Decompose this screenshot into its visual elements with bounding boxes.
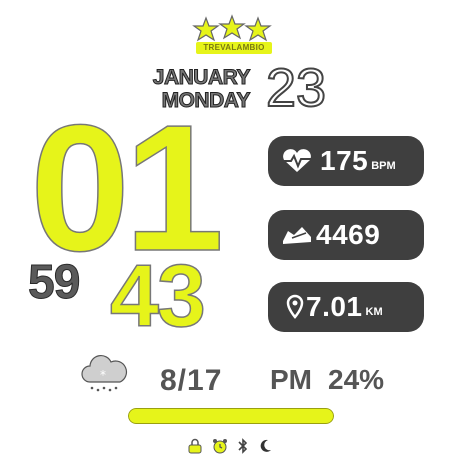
star-icon	[218, 14, 246, 40]
snow-cloud-icon[interactable]: *	[80, 352, 128, 396]
rating-stars	[192, 14, 272, 42]
battery-percent: 24%	[328, 364, 385, 395]
seconds-display: 59	[27, 256, 80, 309]
heart-pulse-icon	[283, 149, 311, 172]
svg-text:*: *	[100, 368, 106, 382]
brand-label: TREVALAMBIO	[196, 42, 272, 54]
steps-value: 4469	[316, 219, 381, 250]
hour-display: 01	[29, 88, 225, 289]
moon-icon	[260, 439, 271, 452]
distance-value: 7.01	[306, 291, 363, 322]
progress-bar-fill	[128, 408, 334, 424]
alarm-icon	[213, 439, 227, 454]
short-date: 8/17	[160, 364, 223, 397]
bluetooth-icon	[238, 438, 248, 454]
month-label: JANUARY	[152, 66, 251, 90]
progress-bar	[128, 408, 334, 424]
minutes-display: 43	[109, 246, 206, 345]
location-pin-icon	[286, 294, 304, 319]
star-icon	[192, 16, 220, 42]
heart-rate-unit: BPM	[371, 160, 396, 172]
heart-rate-value: 175	[320, 145, 369, 176]
status-icons	[188, 436, 278, 456]
distance-pill[interactable]: 7.01 KM	[268, 282, 424, 332]
day-number: 23	[265, 57, 327, 119]
ampm-indicator: PM	[270, 364, 312, 395]
steps-pill[interactable]: 4469	[268, 210, 424, 260]
running-shoe-icon	[283, 227, 311, 244]
star-icon	[244, 16, 272, 42]
lock-icon	[188, 438, 202, 454]
weekday-label: MONDAY	[161, 89, 251, 113]
distance-unit: KM	[365, 306, 383, 318]
heart-rate-pill[interactable]: 175 BPM	[268, 136, 424, 186]
